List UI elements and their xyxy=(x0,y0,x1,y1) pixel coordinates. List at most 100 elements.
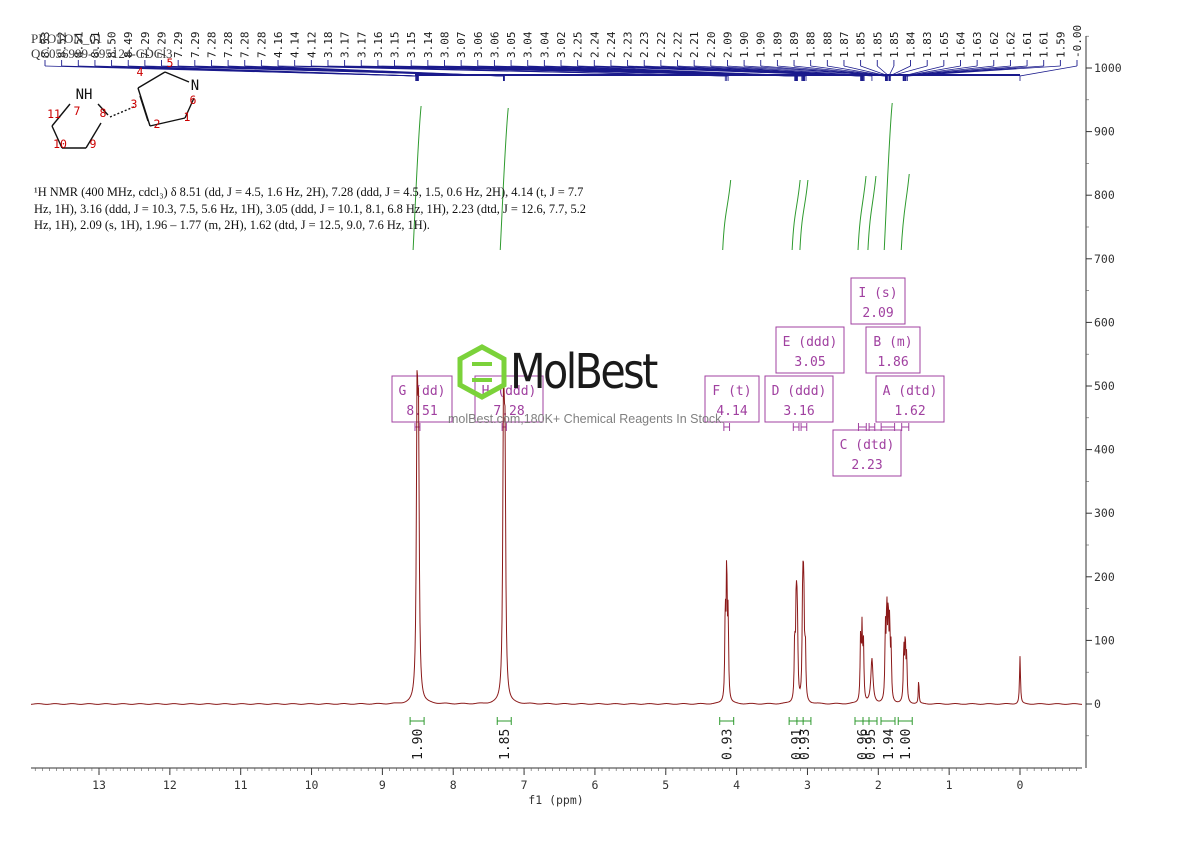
y-tick-label: 300 xyxy=(1094,506,1115,520)
nmr-description: ¹H NMR (400 MHz, cdcl₃) δ 8.51 (dd, J = … xyxy=(34,185,587,232)
integral-curve xyxy=(499,107,509,251)
y-tick-label: 1000 xyxy=(1094,61,1122,75)
peak-label: 1.89 xyxy=(788,32,801,59)
peak-label: 3.07 xyxy=(455,32,468,59)
peak-label: 4.16 xyxy=(272,32,285,59)
atom-number: 2 xyxy=(154,117,161,131)
multiplet-shift: 8.51 xyxy=(406,404,437,419)
peak-label: 3.15 xyxy=(389,32,402,59)
integral-curve xyxy=(722,179,732,251)
peak-label: 2.24 xyxy=(588,31,601,58)
peak-label: 8.53 xyxy=(39,32,52,59)
peak-label: 1.89 xyxy=(771,32,784,59)
peak-label: 3.02 xyxy=(555,32,568,59)
peak-label: 2.24 xyxy=(605,31,618,58)
watermark-tagline: molBest.com,180K+ Chemical Reagents In S… xyxy=(448,412,725,426)
peak-label: 4.12 xyxy=(305,32,318,59)
molecule-labels: NH N 7 11 10 9 8 3 4 5 6 1 2 xyxy=(47,56,199,151)
peak-label: 7.29 xyxy=(139,32,152,59)
integral-value: 1.85 xyxy=(498,729,513,760)
y-tick-label: 700 xyxy=(1094,252,1115,266)
peak-label: 1.85 xyxy=(855,32,868,59)
atom-number: 10 xyxy=(53,137,67,151)
integral-value: 1.00 xyxy=(899,729,914,760)
multiplet-box xyxy=(474,375,544,423)
multiplet-shift: 1.86 xyxy=(877,355,908,370)
peak-label: 7.28 xyxy=(222,32,235,59)
x-tick-label: 12 xyxy=(163,778,177,792)
x-tick-label: 7 xyxy=(521,778,528,792)
peak-label: 3.06 xyxy=(472,32,485,59)
x-tick-label: 13 xyxy=(92,778,106,792)
multiplet-letter-type: A (dtd) xyxy=(883,384,938,399)
experiment-name: PROTON_01 xyxy=(31,31,103,46)
atom-number: 11 xyxy=(47,107,61,121)
molecule-structure xyxy=(51,71,195,149)
integral-value: 0.91 xyxy=(790,729,805,760)
peak-label: 1.64 xyxy=(954,31,967,58)
peak-label: 8.52 xyxy=(56,32,69,59)
x-tick-label: 11 xyxy=(234,778,248,792)
peak-label: 3.16 xyxy=(372,32,385,59)
multiplet-annotations: G (dd)8.51H (ddd)7.28F (t)4.14D (ddd)3.1… xyxy=(391,277,945,477)
y-tick-label: 600 xyxy=(1094,315,1115,329)
multiplet-box xyxy=(391,375,453,423)
multiplet-box xyxy=(850,277,906,325)
peak-label: 2.22 xyxy=(672,32,685,59)
peak-label: 7.28 xyxy=(255,32,268,59)
multiplet-letter-type: F (t) xyxy=(712,384,751,399)
peak-label: 1.59 xyxy=(1054,32,1067,59)
x-tick-label: 6 xyxy=(591,778,598,792)
integral-value: 1.94 xyxy=(882,729,897,760)
integral-curve xyxy=(867,175,877,251)
integral-curve xyxy=(791,179,801,251)
sample-id: QC056999-595124-CDCl3 xyxy=(31,46,173,61)
multiplet-box xyxy=(704,375,760,423)
x-tick-label: 10 xyxy=(305,778,319,792)
peak-label: 7.29 xyxy=(189,32,202,59)
atom-label: NH xyxy=(76,87,93,103)
bond xyxy=(97,103,109,116)
peak-label: 1.90 xyxy=(755,32,768,59)
x-tick-label: 1 xyxy=(946,778,953,792)
x-tick-label: 3 xyxy=(804,778,811,792)
peak-label: 2.23 xyxy=(622,32,635,59)
x-axis-label: f1 (ppm) xyxy=(528,793,583,807)
x-tick-label: 9 xyxy=(379,778,386,792)
peak-label: -0.00 xyxy=(1071,25,1084,58)
peak-label: 7.28 xyxy=(239,31,252,58)
peak-label: 1.83 xyxy=(921,32,934,59)
bond xyxy=(184,97,195,119)
atom-number: 8 xyxy=(100,106,107,120)
bond xyxy=(139,95,149,122)
integral-value: 0.93 xyxy=(721,729,736,760)
integral-curve xyxy=(412,105,422,251)
y-tick-label: 800 xyxy=(1094,188,1115,202)
peak-label: 7.29 xyxy=(156,32,169,59)
peak-label: 1.63 xyxy=(971,32,984,59)
peak-label: 3.17 xyxy=(339,32,352,59)
peak-label: 3.18 xyxy=(322,32,335,59)
watermark-brand: MolBest xyxy=(510,344,658,400)
y-tick-label: 0 xyxy=(1094,697,1101,711)
peak-label-group: 8.53 8.52 8.51 8.51 8.50 8.49 7.29 7.29 7.29 7.29… xyxy=(39,25,1084,81)
bond xyxy=(149,117,186,127)
x-tick-label: 8 xyxy=(450,778,457,792)
bond xyxy=(164,71,190,83)
x-tick-label: 5 xyxy=(662,778,669,792)
peak-label: 1.61 xyxy=(1038,32,1051,59)
multiplet-box xyxy=(875,375,945,423)
peak-label: 8.51 xyxy=(72,32,85,59)
peak-label: 1.87 xyxy=(838,32,851,59)
integral-curve xyxy=(883,102,893,251)
peak-label: 1.85 xyxy=(871,32,884,59)
peak-label: 4.14 xyxy=(289,31,302,58)
multiplet-box xyxy=(764,375,834,423)
integral-value: 0.96 xyxy=(856,729,871,760)
multiplet-shift: 1.62 xyxy=(894,404,925,419)
peak-label: 2.20 xyxy=(705,32,718,59)
peak-label: 8.49 xyxy=(122,32,135,59)
integral-value: 0.95 xyxy=(864,729,879,760)
multiplet-letter-type: D (ddd) xyxy=(772,384,827,399)
